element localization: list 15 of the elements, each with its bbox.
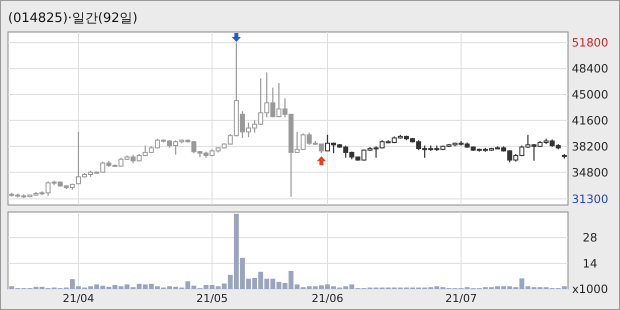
y-tick-label: 41600: [572, 113, 608, 128]
y-tick-label: 28: [582, 230, 598, 245]
y-tick-label: 31300: [572, 192, 608, 206]
y-tick-label: 48400: [572, 62, 608, 76]
x-tick-label: 21/07: [445, 292, 477, 305]
x-tick-label: 21/05: [196, 292, 228, 305]
y-tick-label: 34800: [572, 165, 608, 180]
y-tick-label: x1000: [572, 282, 608, 296]
y-tick-label: 14: [582, 256, 598, 270]
x-tick-label: 21/04: [62, 292, 94, 305]
y-tick-label: 38200: [572, 139, 608, 154]
y-tick-label: 51800: [572, 36, 608, 50]
chart-title: (014825)·일간(92일): [8, 11, 138, 26]
x-tick-label: 21/06: [312, 292, 344, 305]
y-tick-label: 45000: [572, 88, 608, 102]
